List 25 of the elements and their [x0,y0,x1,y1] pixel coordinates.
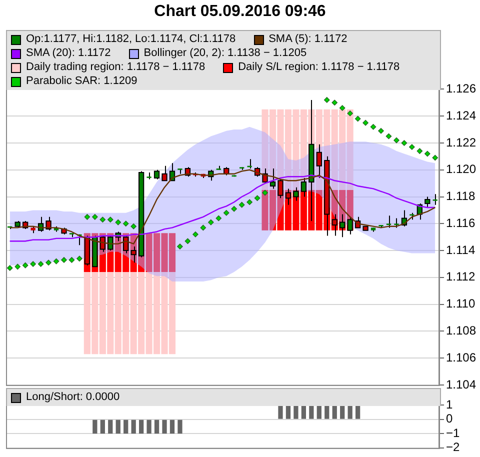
y-tick-label: 1.104 [446,377,476,392]
y-tick-label: 1.110 [446,296,476,311]
y-tick-label: 1 [446,398,453,412]
y-tick-label: 1.126 [446,82,476,96]
y-tick-label: 0 [446,412,453,426]
legend-label: Op:1.1177, Hi:1.1182, Lo:1.1174, Cl:1.1178 [26,33,236,46]
y-tick-label: −1 [446,426,460,440]
y-tick-label: 1.106 [446,350,476,364]
y-tick-label: 1.120 [446,162,476,176]
legend-label: Bollinger (20, 2): 1.1138 − 1.1205 [144,47,307,60]
y-tick-label: 1.124 [446,108,476,122]
legend-label: SMA (20): 1.1172 [26,47,111,60]
chart-title: Chart 05.09.2016 09:46 [153,3,327,21]
y-tick-label: 1.114 [446,242,476,257]
legend-label: Parabolic SAR: 1.1209 [26,75,138,88]
legend-label: Long/Short: 0.0000 [26,391,120,404]
y-tick-label: −2 [446,440,460,454]
y-tick-label: 1.122 [446,135,476,150]
y-tick-label: 1.116 [446,216,476,230]
y-tick-label: 1.108 [446,324,476,338]
y-tick-label: 1.112 [446,270,476,284]
legend-label: Daily trading region: 1.1178 − 1.1178 [26,61,206,74]
legend-label: SMA (5): 1.1172 [268,33,348,46]
legend-label: Daily S/L region: 1.1178 − 1.1178 [238,61,400,74]
y-tick-label: 1.118 [446,189,476,204]
